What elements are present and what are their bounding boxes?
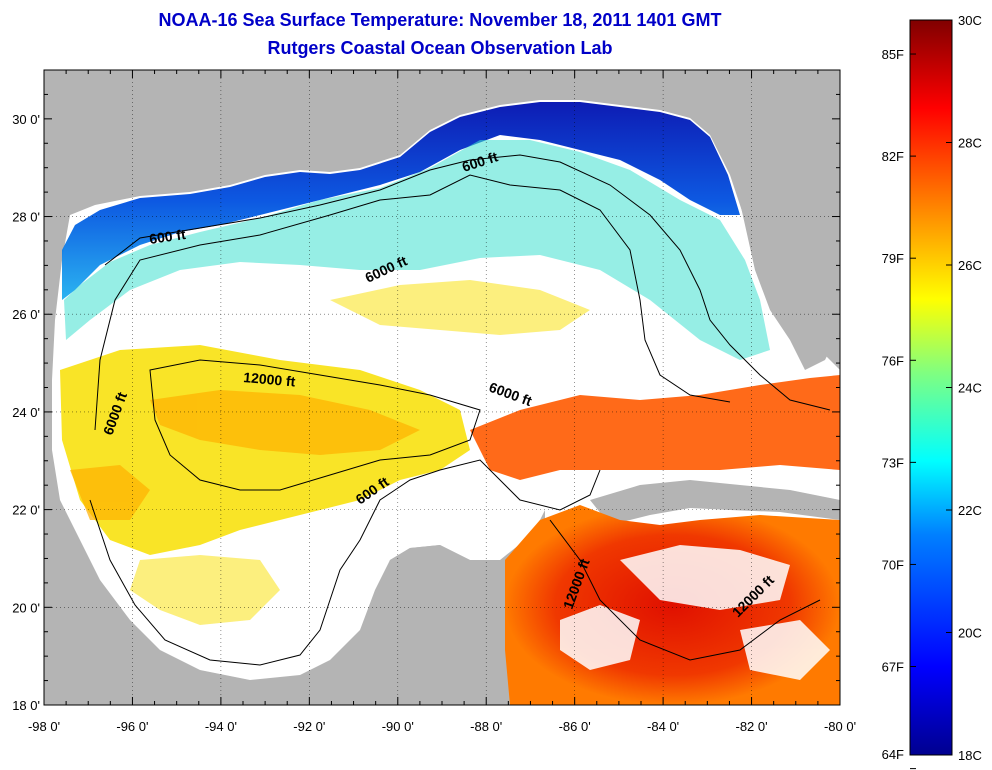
colorbar-celsius-label: 22C [958, 503, 982, 518]
cuba-land [590, 480, 840, 525]
colorbar-fahrenheit-label: 82F [882, 149, 904, 164]
contour-12000ft [149, 359, 481, 491]
contour-600ft-west [89, 459, 601, 666]
colorbar-celsius-label: 20C [958, 626, 982, 641]
colorbar-celsius-labels: 30C 28C 26C 24C 22C 20C 18C [958, 13, 982, 763]
contour-6000ft [94, 174, 731, 431]
lon-tick-label: -96 0' [116, 719, 148, 734]
colorbar-fahrenheit-label: 85F [882, 47, 904, 62]
lon-tick-label: -94 0' [205, 719, 237, 734]
map-subtitle: Rutgers Coastal Ocean Observation Lab [267, 38, 613, 58]
colorbar-ticks [910, 19, 952, 770]
lat-tick-label: 28 0' [12, 210, 40, 225]
caribbean-clouds [560, 545, 830, 680]
colorbar-fahrenheit-label: 79F [882, 251, 904, 266]
lon-tick-label: -84 0' [647, 719, 679, 734]
shelf-cold-water [62, 102, 740, 300]
lat-tick-label: 26 0' [12, 307, 40, 322]
loop-current-warm [470, 375, 840, 480]
colorbar-fahrenheit-label: 73F [882, 455, 904, 470]
latitude-axis-labels: 30 0' 28 0' 26 0' 24 0' 22 0' 20 0' 18 0' [12, 112, 40, 713]
contour-label: 12000 ft [243, 369, 297, 390]
lon-tick-label: -82 0' [735, 719, 767, 734]
longitude-axis-labels: -98 0' -96 0' -94 0' -92 0' -90 0' -88 0' -86 … [28, 719, 856, 734]
colorbar-fahrenheit-labels: 85F 82F 79F 76F 73F 70F 67F 64F [882, 47, 904, 762]
lat-tick-label: 18 0' [12, 698, 40, 713]
shelf-transition-water [64, 140, 770, 360]
lon-tick-label: -92 0' [293, 719, 325, 734]
colorbar-fahrenheit-label: 64F [882, 747, 904, 762]
mid-gulf-orange [70, 390, 420, 520]
florida-land [730, 70, 840, 370]
colorbar-fahrenheit-label: 76F [882, 353, 904, 368]
lon-tick-label: -90 0' [382, 719, 414, 734]
axis-ticks [43, 69, 841, 706]
lon-tick-label: -88 0' [470, 719, 502, 734]
colorbar-celsius-label: 28C [958, 136, 982, 151]
lat-tick-label: 20 0' [12, 600, 40, 615]
lon-tick-label: -98 0' [28, 719, 60, 734]
colorbar-celsius-label: 18C [958, 748, 982, 763]
lat-tick-label: 22 0' [12, 503, 40, 518]
colorbar-fahrenheit-label: 70F [882, 557, 904, 572]
graticule [44, 70, 840, 705]
map-plot-area: 600 ft 600 ft 6000 ft 12000 ft 6000 ft 6… [44, 70, 840, 705]
colorbar-celsius-label: 30C [958, 13, 982, 28]
contour-label: 600 ft [148, 226, 187, 247]
colorbar-celsius-label: 24C [958, 381, 982, 396]
contour-12000ft-caribbean [549, 519, 821, 661]
colorbar-celsius-label: 26C [958, 258, 982, 273]
lat-tick-label: 24 0' [12, 405, 40, 420]
contour-600ft-north [104, 154, 831, 411]
lon-tick-label: -86 0' [559, 719, 591, 734]
lat-tick-label: 30 0' [12, 112, 40, 127]
lon-tick-label: -80 0' [824, 719, 856, 734]
colorbar-fahrenheit-label: 67F [882, 660, 904, 675]
map-title: NOAA-16 Sea Surface Temperature: Novembe… [158, 10, 722, 30]
bathymetry-contours [89, 154, 831, 666]
colorbar [909, 19, 953, 756]
